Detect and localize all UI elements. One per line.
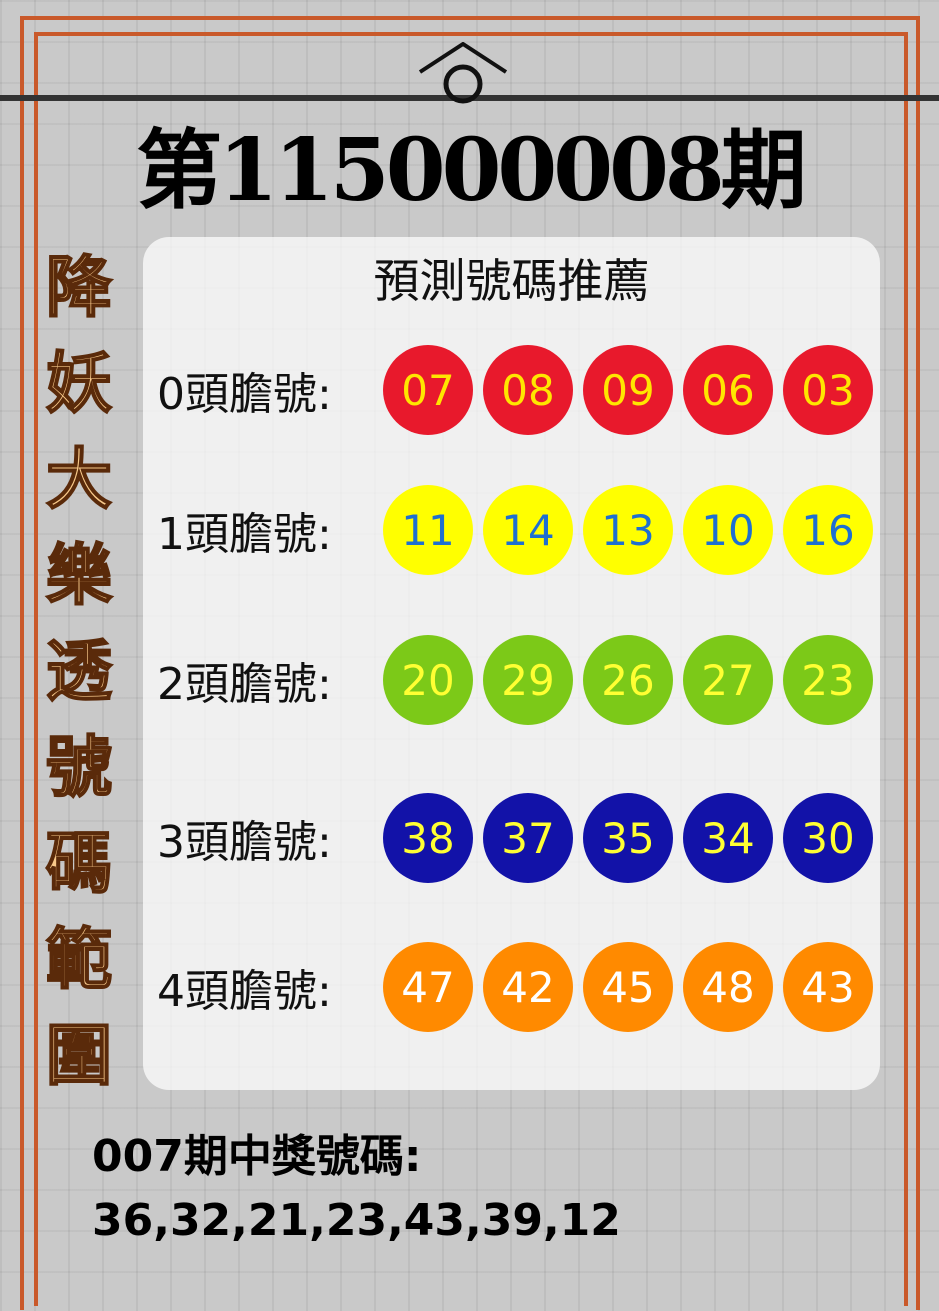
side-char: 圍 (45, 1016, 113, 1095)
side-char: 降 (45, 248, 113, 327)
row-label: 2頭膽號: (157, 659, 332, 710)
number-ball: 14 (483, 485, 573, 575)
number-row: 1頭膽號: 11 14 13 10 16 (157, 484, 883, 576)
number-ball: 48 (683, 942, 773, 1032)
number-ball: 47 (383, 942, 473, 1032)
side-char: 大 (45, 440, 113, 519)
side-char: 號 (45, 728, 113, 807)
number-ball: 16 (783, 485, 873, 575)
number-ball: 03 (783, 345, 873, 435)
number-ball: 38 (383, 793, 473, 883)
number-ball: 43 (783, 942, 873, 1032)
side-char: 妖 (45, 344, 113, 423)
number-ball: 23 (783, 635, 873, 725)
number-ball: 13 (583, 485, 673, 575)
page-title: 第115000008期 (136, 120, 807, 221)
number-ball: 10 (683, 485, 773, 575)
row-label: 3頭膽號: (157, 817, 332, 868)
side-char: 碼 (45, 824, 113, 903)
number-ball: 09 (583, 345, 673, 435)
panel-title: 預測號碼推薦 (373, 254, 650, 308)
number-row: 4頭膽號: 47 42 45 48 43 (157, 941, 883, 1033)
row-label: 0頭膽號: (157, 369, 332, 420)
prediction-panel: 預測號碼推薦 0頭膽號: 07 08 09 06 03 1頭膽號: 11 14 13 10 16 2頭膽… (143, 237, 880, 1090)
number-ball: 37 (483, 793, 573, 883)
number-ball: 27 (683, 635, 773, 725)
frame-outer (20, 16, 920, 1310)
number-ball: 42 (483, 942, 573, 1032)
number-ball: 11 (383, 485, 473, 575)
frame-inner (34, 32, 908, 1306)
number-ball: 08 (483, 345, 573, 435)
number-ball: 26 (583, 635, 673, 725)
previous-label: 007期中獎號碼: (92, 1131, 422, 1182)
number-ball: 45 (583, 942, 673, 1032)
number-row: 2頭膽號: 20 29 26 27 23 (157, 634, 883, 726)
row-label: 1頭膽號: (157, 509, 332, 560)
number-row: 3頭膽號: 38 37 35 34 30 (157, 792, 883, 884)
number-ball: 30 (783, 793, 873, 883)
previous-numbers: 36,32,21,23,43,39,12 (92, 1195, 621, 1246)
number-ball: 29 (483, 635, 573, 725)
side-banner: 降妖大樂透號碼範圍 (42, 240, 120, 1104)
number-ball: 34 (683, 793, 773, 883)
number-ball: 06 (683, 345, 773, 435)
number-ball: 35 (583, 793, 673, 883)
row-label: 4頭膽號: (157, 966, 332, 1017)
side-char: 範 (45, 920, 113, 999)
side-char: 樂 (45, 536, 113, 615)
number-row: 0頭膽號: 07 08 09 06 03 (157, 344, 883, 436)
side-char: 透 (45, 632, 113, 711)
crest-icon (418, 42, 508, 104)
number-ball: 20 (383, 635, 473, 725)
number-ball: 07 (383, 345, 473, 435)
